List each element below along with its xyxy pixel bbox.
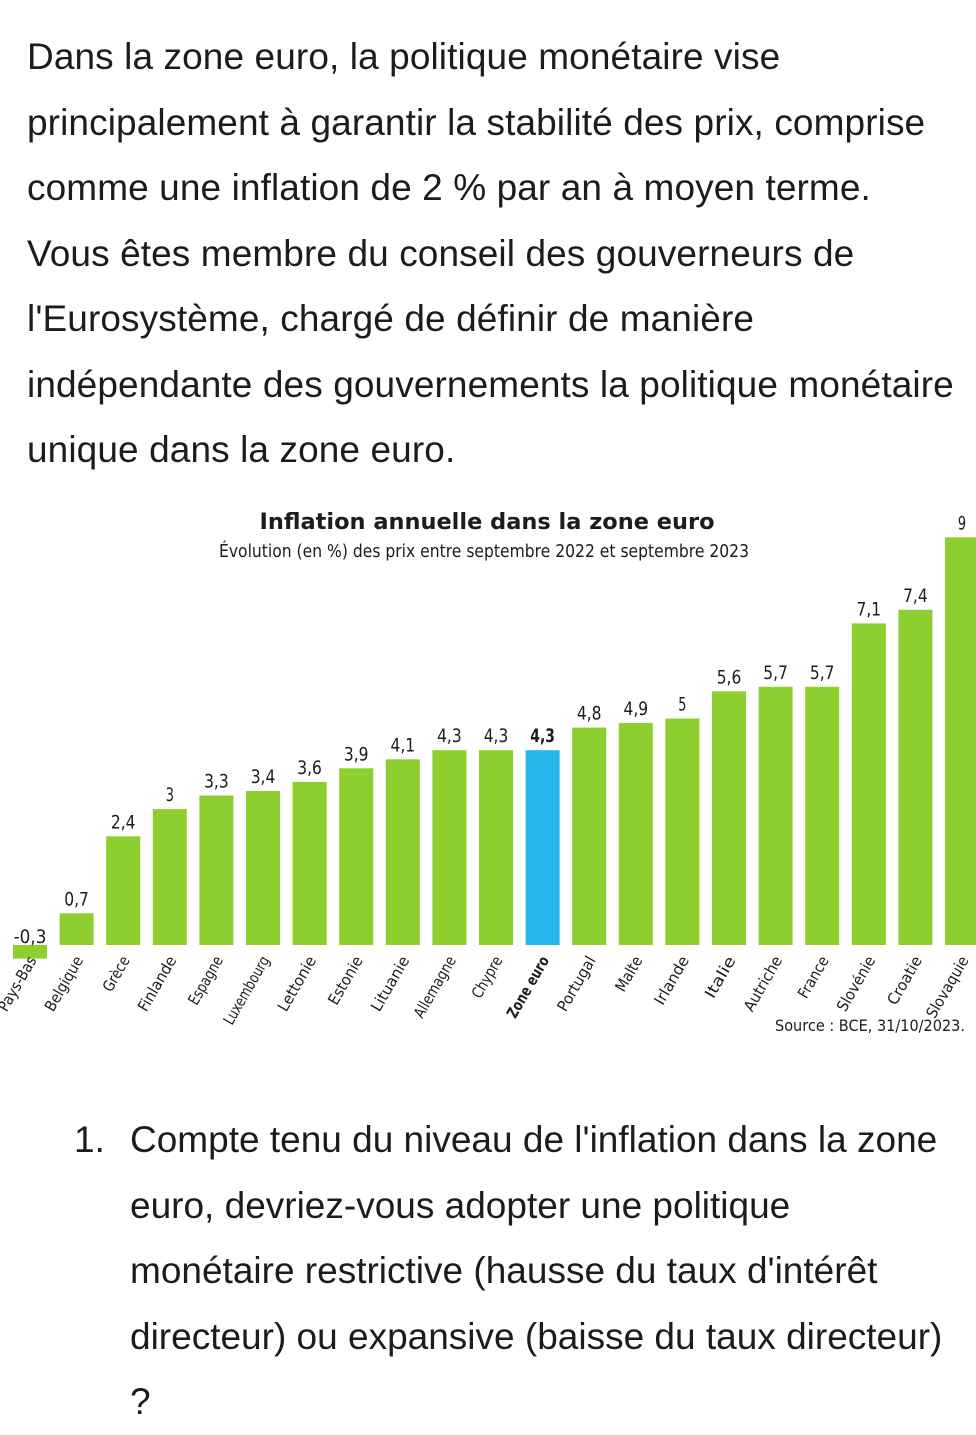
bar-italie bbox=[712, 691, 746, 945]
category-label-lettonie: Lettonie bbox=[274, 953, 320, 1015]
bar-chypre bbox=[479, 750, 513, 945]
value-label-france: 5,7 bbox=[810, 662, 835, 684]
bar-lettonie bbox=[292, 781, 327, 945]
bar-estonie bbox=[339, 768, 374, 945]
value-label-espagne: 3,3 bbox=[204, 771, 229, 793]
bar-pays-bas bbox=[13, 945, 47, 959]
category-label-autriche: Autriche bbox=[740, 953, 786, 1015]
value-label-slovaquie: 9 bbox=[958, 512, 966, 534]
value-label-zone-euro: 4,3 bbox=[530, 725, 555, 747]
category-label-portugal: Portugal bbox=[554, 953, 600, 1015]
bar-portugal bbox=[572, 727, 607, 945]
bar-belgique bbox=[59, 913, 94, 945]
category-label-belgique: Belgique bbox=[41, 953, 87, 1015]
category-label-italie: Italie bbox=[701, 953, 739, 1001]
bar-grece bbox=[106, 836, 141, 945]
value-label-finlande: 3 bbox=[166, 784, 174, 806]
bar-slovaquie bbox=[945, 537, 976, 945]
category-label-zone-euro: Zone euro bbox=[503, 953, 553, 1021]
bar-autriche bbox=[758, 686, 793, 945]
chart-subtitle: Évolution (en %) des prix entre septembr… bbox=[219, 540, 749, 562]
value-label-slovenie: 7,1 bbox=[857, 598, 882, 620]
bar-espagne bbox=[199, 795, 234, 945]
category-label-france: France bbox=[794, 953, 832, 1001]
category-label-croatie: Croatie bbox=[884, 953, 926, 1008]
category-label-luxembourg: Luxembourg bbox=[220, 953, 274, 1028]
category-label-lituanie: Lituanie bbox=[367, 953, 413, 1015]
value-label-grece: 2,4 bbox=[111, 811, 136, 833]
intro-paragraph: Dans la zone euro, la politique monétair… bbox=[27, 36, 954, 470]
category-label-pays-bas: Pays-Bas bbox=[0, 953, 40, 1015]
bar-malte bbox=[618, 723, 653, 945]
bar-france bbox=[805, 686, 840, 945]
bar-finlande bbox=[152, 809, 187, 945]
value-label-irlande: 5 bbox=[678, 694, 686, 716]
value-label-croatie: 7,4 bbox=[903, 585, 928, 607]
value-labels-layer: -0,3 0,7 2,4 3 3,3 3,4 3,6 3,9 4,1 4,3 4,3 4,3 4,8 4,… bbox=[14, 512, 967, 948]
bar-lituanie bbox=[385, 759, 420, 945]
value-label-italie: 5,6 bbox=[717, 666, 742, 688]
value-label-belgique: 0,7 bbox=[64, 888, 89, 910]
question-number: 1. bbox=[74, 1119, 105, 1160]
value-label-pays-bas: -0,3 bbox=[14, 926, 47, 948]
category-label-chypre: Chypre bbox=[468, 953, 506, 1001]
bar-luxembourg bbox=[246, 791, 280, 945]
category-label-malte: Malte bbox=[612, 953, 647, 995]
bar-slovenie bbox=[851, 623, 886, 945]
category-label-allemagne: Allemagne bbox=[410, 953, 460, 1021]
category-label-grece: Grèce bbox=[99, 953, 134, 995]
category-label-estonie: Estonie bbox=[324, 953, 366, 1008]
category-label-slovaquie: Slovaquie bbox=[923, 953, 973, 1021]
bar-croatie bbox=[898, 609, 933, 945]
value-label-malte: 4,9 bbox=[624, 698, 649, 720]
chart-title: Inflation annuelle dans la zone euro bbox=[260, 510, 715, 535]
inflation-bar-chart: Inflation annuelle dans la zone euro Évo… bbox=[0, 498, 976, 1038]
bar-irlande bbox=[665, 718, 700, 945]
category-label-irlande: Irlande bbox=[651, 953, 693, 1008]
question-1: 1. Compte tenu du niveau de l'inflation … bbox=[74, 1107, 954, 1435]
value-label-luxembourg: 3,4 bbox=[251, 766, 276, 788]
bar-allemagne bbox=[432, 750, 467, 945]
chart-source: Source : BCE, 31/10/2023. bbox=[775, 1016, 965, 1035]
value-label-chypre: 4,3 bbox=[484, 725, 509, 747]
value-label-autriche: 5,7 bbox=[763, 662, 788, 684]
question-text: Compte tenu du niveau de l'inflation dan… bbox=[130, 1119, 943, 1422]
value-label-estonie: 3,9 bbox=[344, 743, 369, 765]
value-label-portugal: 4,8 bbox=[577, 703, 602, 725]
bar-zone-euro bbox=[525, 750, 560, 945]
value-label-lituanie: 4,1 bbox=[391, 734, 416, 756]
category-label-espagne: Espagne bbox=[185, 953, 227, 1008]
value-label-lettonie: 3,6 bbox=[297, 757, 322, 779]
bars-layer bbox=[13, 537, 976, 959]
category-label-slovenie: Slovénie bbox=[833, 953, 879, 1015]
category-label-finlande: Finlande bbox=[134, 953, 180, 1015]
value-label-allemagne: 4,3 bbox=[437, 725, 462, 747]
